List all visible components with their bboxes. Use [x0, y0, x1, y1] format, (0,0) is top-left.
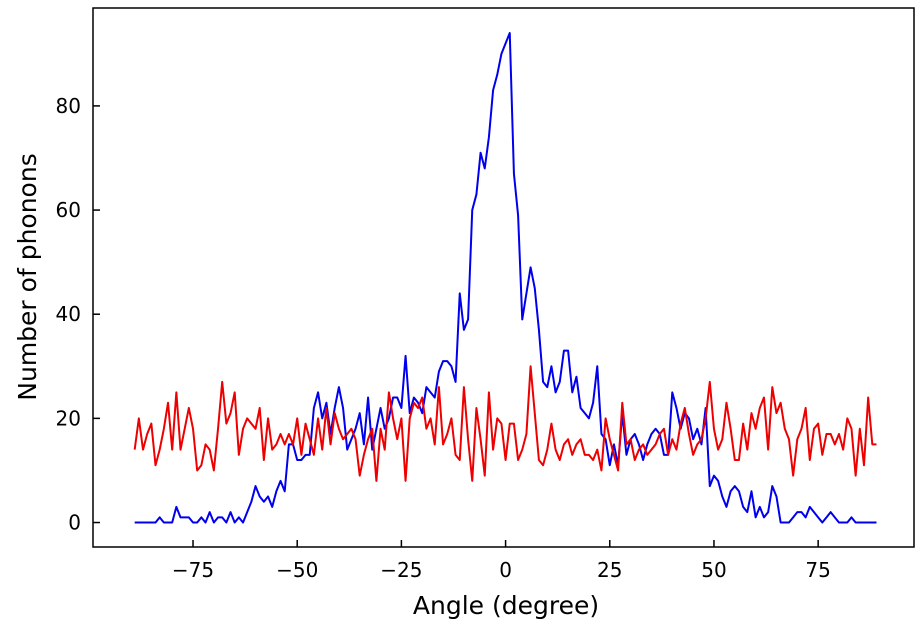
y-tick-label: 80 [56, 94, 81, 118]
x-tick-label: −25 [380, 558, 422, 582]
x-tick-label: 0 [499, 558, 512, 582]
y-tick-label: 40 [56, 302, 81, 326]
x-tick-label: −75 [172, 558, 214, 582]
data-line [133, 365, 877, 482]
x-tick-label: −50 [276, 558, 318, 582]
y-axis-label: Number of phonons [13, 153, 42, 400]
y-tick-label: 20 [56, 406, 81, 430]
y-tick-label: 60 [56, 198, 81, 222]
plot-frame [92, 7, 915, 548]
x-tick-label: 25 [597, 558, 622, 582]
y-tick-label: 0 [68, 511, 81, 535]
x-tick-label: 75 [805, 558, 830, 582]
x-axis-label: Angle (degree) [413, 591, 599, 620]
x-tick-label: 50 [701, 558, 726, 582]
data-line [134, 32, 877, 524]
